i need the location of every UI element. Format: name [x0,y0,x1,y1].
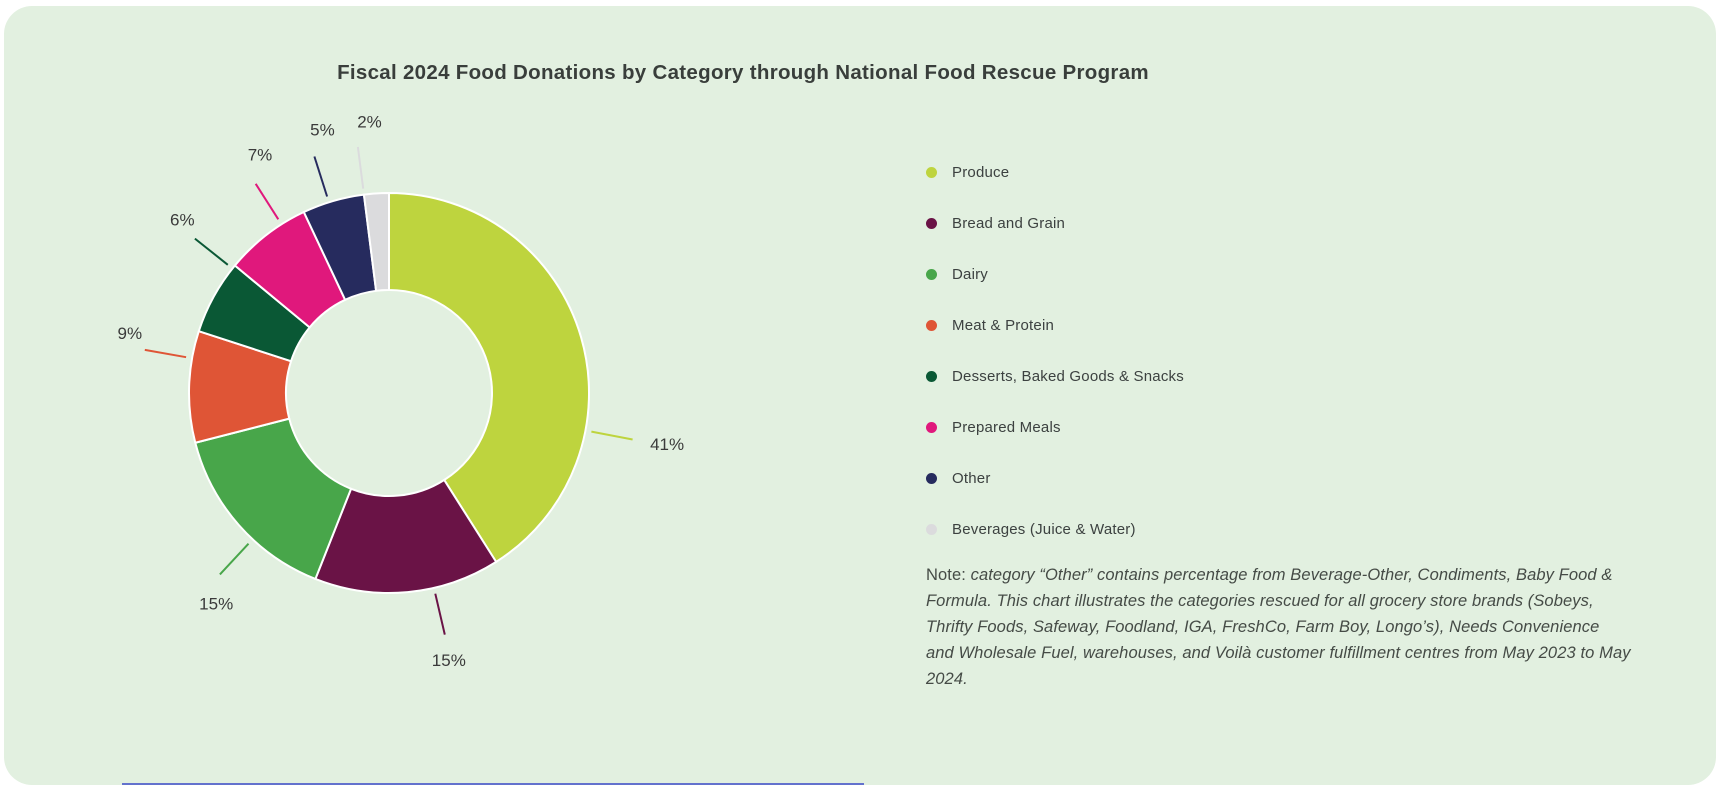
donut-chart: 41% 15% 15% 9% 6% 7% 5% 2% [118,113,685,671]
leader-line-desserts-baked-goods-snacks [194,237,229,266]
legend-swatch-icon [926,370,937,382]
leader-line-prepared-meals [254,183,280,220]
leader-line-other [313,156,329,197]
bottom-accent-line [122,783,864,785]
legend-swatch-icon [926,472,937,484]
slice-value-label-dairy: 15% [199,594,233,613]
legend-item-bread-and-grain[interactable]: Bread and Grain [926,212,1184,234]
legend-label: Desserts, Baked Goods & Snacks [952,367,1184,385]
leader-line-beverages-juice-water [356,146,365,189]
legend-label: Bread and Grain [952,214,1066,232]
legend-label: Meat & Protein [952,316,1055,334]
slice-value-label-produce: 41% [650,435,684,454]
legend-swatch-icon [926,421,937,433]
slice-value-label-meat-protein: 9% [118,324,143,343]
slice-value-label-desserts-baked-goods-snacks: 6% [170,211,195,230]
legend-swatch-icon [926,268,937,280]
slice-value-label-prepared-meals: 7% [248,145,273,164]
legend-swatch-icon [926,319,937,331]
leader-line-produce [591,430,633,441]
legend-item-meat-protein[interactable]: Meat & Protein [926,314,1184,336]
chart-title: Fiscal 2024 Food Donations by Category t… [337,61,1149,84]
legend-item-prepared-meals[interactable]: Prepared Meals [926,416,1184,438]
leader-line-bread-and-grain [434,593,446,635]
legend-label: Beverages (Juice & Water) [952,520,1136,538]
pie-slice-beverages-juice-water[interactable] [362,192,390,292]
footnote-body: category “Other” contains percentage fro… [926,566,1631,688]
legend-item-produce[interactable]: Produce [926,161,1184,183]
footnote: Note: category “Other” contains percenta… [926,562,1631,692]
chart-card: Fiscal 2024 Food Donations by Category t… [4,6,1716,785]
legend-label: Other [952,469,991,487]
legend-label: Prepared Meals [952,418,1061,436]
pie-slice-produce[interactable] [388,192,591,563]
slice-value-label-other: 5% [310,121,335,140]
legend-item-other[interactable]: Other [926,467,1184,489]
chart-legend: Produce Bread and Grain Dairy Meat & Protei… [926,161,1184,569]
leader-line-meat-protein [144,348,187,359]
legend-swatch-icon [926,217,937,229]
legend-swatch-icon [926,523,937,535]
leader-line-dairy [219,543,250,576]
slice-value-label-bread-and-grain: 15% [432,651,466,670]
footnote-prefix: Note: [926,566,971,584]
slice-value-label-beverages-juice-water: 2% [357,113,382,132]
legend-swatch-icon [926,166,937,178]
legend-item-beverages-juice-water[interactable]: Beverages (Juice & Water) [926,518,1184,540]
legend-item-desserts-baked-goods-snacks[interactable]: Desserts, Baked Goods & Snacks [926,365,1184,387]
legend-item-dairy[interactable]: Dairy [926,263,1184,285]
legend-label: Produce [952,163,1010,181]
legend-label: Dairy [952,265,989,283]
